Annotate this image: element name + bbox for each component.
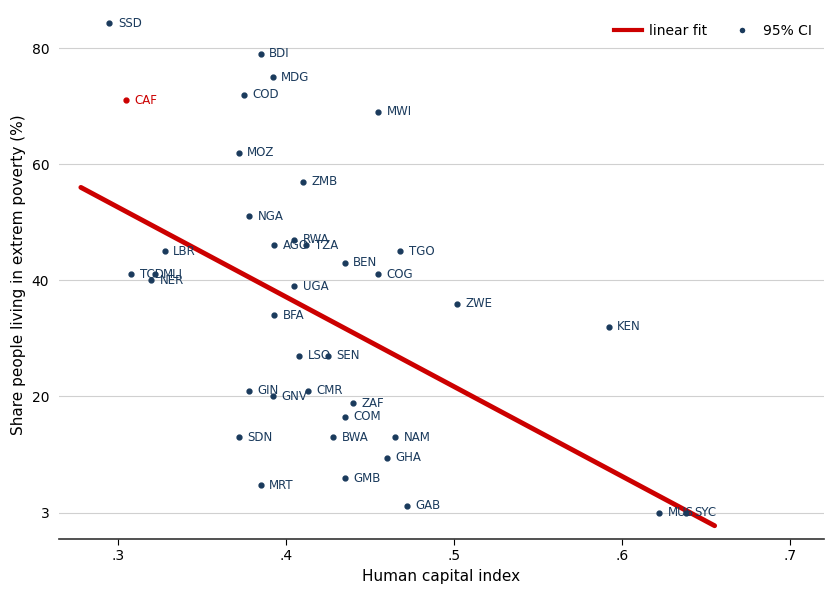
Text: TZA: TZA bbox=[315, 239, 338, 252]
Text: GNV: GNV bbox=[281, 390, 306, 403]
Text: CAF: CAF bbox=[134, 94, 158, 107]
Text: ZMB: ZMB bbox=[311, 175, 337, 188]
Text: NER: NER bbox=[159, 274, 185, 287]
Y-axis label: Share people living in extrem poverty (%): Share people living in extrem poverty (%… bbox=[11, 115, 26, 436]
Text: RWA: RWA bbox=[303, 233, 329, 246]
Text: MWI: MWI bbox=[387, 105, 412, 118]
Text: BWA: BWA bbox=[342, 431, 368, 444]
Text: GMB: GMB bbox=[353, 472, 381, 485]
Text: SYC: SYC bbox=[695, 506, 716, 519]
Text: GAB: GAB bbox=[415, 499, 441, 512]
Text: LSO: LSO bbox=[308, 349, 331, 362]
Text: NGA: NGA bbox=[257, 210, 283, 223]
Text: TCD: TCD bbox=[139, 268, 164, 281]
Text: CMR: CMR bbox=[316, 384, 342, 397]
Text: UGA: UGA bbox=[303, 280, 328, 293]
Text: SSD: SSD bbox=[118, 17, 142, 30]
Text: MUS: MUS bbox=[667, 506, 694, 519]
Text: LBR: LBR bbox=[174, 245, 196, 258]
Text: BEN: BEN bbox=[353, 256, 377, 270]
Text: MRT: MRT bbox=[269, 479, 294, 491]
Text: ZWE: ZWE bbox=[466, 297, 493, 310]
Text: BFA: BFA bbox=[282, 309, 304, 322]
Text: KEN: KEN bbox=[617, 320, 641, 333]
X-axis label: Human capital index: Human capital index bbox=[362, 569, 520, 584]
Text: BDI: BDI bbox=[269, 48, 290, 60]
Text: MDG: MDG bbox=[281, 71, 309, 83]
Text: AGO: AGO bbox=[282, 239, 309, 252]
Text: SEN: SEN bbox=[337, 349, 360, 362]
Text: MLI: MLI bbox=[163, 268, 183, 281]
Text: COD: COD bbox=[252, 88, 279, 101]
Text: ZAF: ZAF bbox=[362, 397, 384, 410]
Text: GHA: GHA bbox=[395, 452, 421, 464]
Text: COG: COG bbox=[387, 268, 413, 281]
Text: NAM: NAM bbox=[403, 431, 431, 444]
Text: GIN: GIN bbox=[257, 384, 279, 397]
Text: COM: COM bbox=[353, 411, 381, 424]
Text: TGO: TGO bbox=[408, 245, 434, 258]
Text: MOZ: MOZ bbox=[247, 146, 275, 159]
Text: SDN: SDN bbox=[247, 431, 272, 444]
Legend: linear fit, 95% CI: linear fit, 95% CI bbox=[609, 18, 817, 43]
